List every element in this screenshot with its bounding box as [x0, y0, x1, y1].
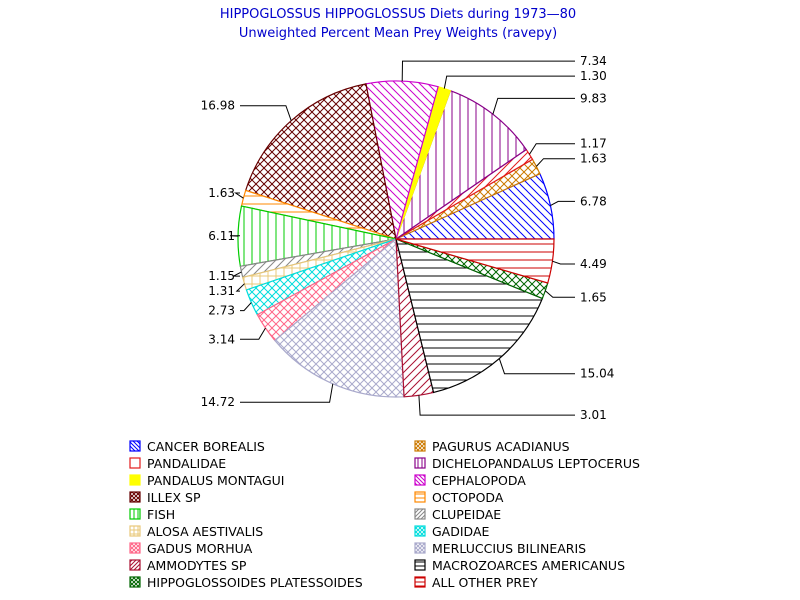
legend-item-cancer-borealis: CANCER BOREALIS — [129, 439, 265, 454]
slice-illex-sp — [244, 83, 397, 240]
legend-label-clupeidae: CLUPEIDAE — [432, 507, 501, 522]
legend-item-clupeidae: CLUPEIDAE — [414, 507, 501, 522]
leader-line-pagurus-acadianus — [536, 158, 575, 167]
legend-item-illex-sp: ILLEX SP — [129, 490, 201, 505]
legend-label-illex-sp: ILLEX SP — [147, 490, 201, 505]
legend-label-alosa-aestivalis: ALOSA AESTIVALIS — [147, 524, 263, 539]
legend-item-dichelopandalus-leptocerus: DICHELOPANDALUS LEPTOCERUS — [414, 456, 640, 471]
legend-item-merluccius-bilinearis: MERLUCCIUS BILINEARIS — [414, 541, 586, 556]
data-label-all-other-prey: 4.49 — [580, 257, 607, 271]
legend-swatch-merluccius-bilinearis — [414, 542, 426, 554]
legend-swatch-pagurus-acadianus — [414, 440, 426, 452]
legend-swatch-ammodytes-sp — [129, 559, 141, 571]
legend-swatch-octopoda — [414, 491, 426, 503]
data-label-illex-sp: 16.98 — [201, 99, 235, 113]
legend-item-macrozoarces-americanus: MACROZOARCES AMERICANUS — [414, 558, 625, 573]
legend-item-octopoda: OCTOPODA — [414, 490, 504, 505]
legend-label-fish: FISH — [147, 507, 175, 522]
leader-line-clupeidae — [233, 271, 242, 277]
chart-title: HIPPOGLOSSUS HIPPOGLOSSUS Diets during 1… — [220, 7, 576, 22]
legend-label-pandalidae: PANDALIDAE — [147, 456, 226, 471]
legend-label-pandalus-montagui: PANDALUS MONTAGUI — [147, 473, 285, 488]
legend-swatch-all-other-prey — [414, 576, 426, 588]
legend-label-octopoda: OCTOPODA — [432, 490, 504, 505]
legend-label-cephalopoda: CEPHALOPODA — [432, 473, 526, 488]
legend-label-macrozoarces-americanus: MACROZOARCES AMERICANUS — [432, 558, 625, 573]
legend-item-cephalopoda: CEPHALOPODA — [414, 473, 526, 488]
leader-line-alosa-aestivalis — [235, 283, 245, 292]
legend: CANCER BOREALIS PAGURUS ACADIANUS PANDALID… — [129, 439, 640, 590]
leader-line-pandalidae — [528, 143, 575, 155]
data-label-dichelopandalus-leptocerus: 9.83 — [580, 91, 607, 105]
leader-line-macrozoarces-americanus — [498, 358, 575, 375]
legend-item-all-other-prey: ALL OTHER PREY — [414, 575, 538, 590]
data-label-ammodytes-sp: 3.01 — [580, 408, 607, 422]
chart-subtitle: Unweighted Percent Mean Prey Weights (ra… — [239, 26, 557, 41]
data-label-pagurus-acadianus: 1.63 — [580, 152, 607, 166]
legend-label-all-other-prey: ALL OTHER PREY — [432, 575, 538, 590]
legend-swatch-illex-sp — [129, 491, 141, 503]
slice-macrozoarces-americanus — [395, 238, 544, 394]
slice-labels: 6.781.631.179.831.307.3416.981.636.111.1… — [201, 54, 615, 422]
data-label-cephalopoda: 7.34 — [580, 54, 607, 68]
data-label-alosa-aestivalis: 1.31 — [208, 284, 235, 298]
legend-swatch-hippoglossoides-platessoides — [129, 576, 141, 588]
legend-swatch-pandalus-montagui — [129, 474, 141, 486]
legend-label-ammodytes-sp: AMMODYTES SP — [147, 558, 247, 573]
legend-swatch-clupeidae — [414, 508, 426, 520]
data-label-octopoda: 1.63 — [208, 186, 235, 200]
leader-line-hippoglossoides-platessoides — [544, 290, 575, 298]
legend-label-hippoglossoides-platessoides: HIPPOGLOSSOIDES PLATESSOIDES — [147, 575, 363, 590]
legend-item-fish: FISH — [129, 507, 175, 522]
leader-line-ammodytes-sp — [418, 395, 575, 416]
legend-item-gadus-morhua: GADUS MORHUA — [129, 541, 253, 556]
leader-line-illex-sp — [240, 105, 292, 121]
data-label-pandalidae: 1.17 — [580, 137, 607, 151]
pie-slices — [237, 80, 555, 398]
data-label-cancer-borealis: 6.78 — [580, 194, 607, 208]
leader-line-cephalopoda — [401, 60, 575, 82]
legend-swatch-dichelopandalus-leptocerus — [414, 457, 426, 469]
legend-item-pandalidae: PANDALIDAE — [129, 456, 226, 471]
data-label-hippoglossoides-platessoides: 1.65 — [580, 290, 607, 304]
data-label-gadidae: 2.73 — [208, 304, 235, 318]
legend-label-cancer-borealis: CANCER BOREALIS — [147, 439, 265, 454]
data-label-clupeidae: 1.15 — [208, 269, 235, 283]
legend-swatch-cancer-borealis — [129, 440, 141, 452]
legend-swatch-gadidae — [414, 525, 426, 537]
leader-line-cancer-borealis — [550, 200, 575, 207]
legend-item-ammodytes-sp: AMMODYTES SP — [129, 558, 247, 573]
legend-label-pagurus-acadianus: PAGURUS ACADIANUS — [432, 439, 570, 454]
legend-label-merluccius-bilinearis: MERLUCCIUS BILINEARIS — [432, 541, 586, 556]
data-label-gadus-morhua: 3.14 — [208, 332, 235, 346]
legend-swatch-cephalopoda — [414, 474, 426, 486]
data-label-fish: 6.11 — [208, 229, 235, 243]
leader-line-pandalus-montagui — [443, 75, 575, 89]
legend-label-dichelopandalus-leptocerus: DICHELOPANDALUS LEPTOCERUS — [432, 456, 640, 471]
leader-line-octopoda — [233, 192, 244, 199]
legend-label-gadidae: GADIDAE — [432, 524, 490, 539]
legend-swatch-alosa-aestivalis — [129, 525, 141, 537]
legend-item-pandalus-montagui: PANDALUS MONTAGUI — [129, 473, 285, 488]
legend-swatch-fish — [129, 508, 141, 520]
data-label-pandalus-montagui: 1.30 — [580, 69, 607, 83]
leader-line-dichelopandalus-leptocerus — [492, 97, 575, 115]
leader-line-gadidae — [240, 302, 252, 312]
legend-item-gadidae: GADIDAE — [414, 524, 490, 539]
leader-line-gadus-morhua — [240, 327, 266, 340]
legend-item-pagurus-acadianus: PAGURUS ACADIANUS — [414, 439, 570, 454]
data-label-macrozoarces-americanus: 15.04 — [580, 367, 614, 381]
legend-label-gadus-morhua: GADUS MORHUA — [147, 541, 253, 556]
leader-line-merluccius-bilinearis — [240, 383, 334, 403]
legend-item-hippoglossoides-platessoides: HIPPOGLOSSOIDES PLATESSOIDES — [129, 575, 363, 590]
legend-item-alosa-aestivalis: ALOSA AESTIVALIS — [129, 524, 263, 539]
slice-all-other-prey — [395, 238, 555, 284]
data-label-merluccius-bilinearis: 14.72 — [201, 395, 235, 409]
legend-swatch-macrozoarces-americanus — [414, 559, 426, 571]
legend-swatch-pandalidae — [129, 457, 141, 469]
leader-line-all-other-prey — [552, 260, 575, 265]
legend-swatch-gadus-morhua — [129, 542, 141, 554]
